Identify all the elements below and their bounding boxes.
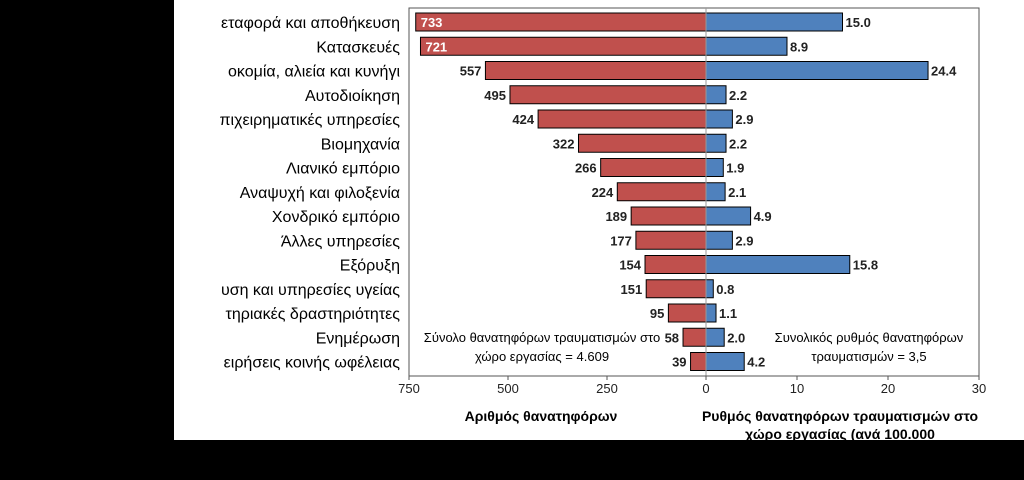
right-bar xyxy=(705,182,726,202)
left-value-label: 322 xyxy=(553,136,575,151)
left-bar xyxy=(419,36,707,56)
left-axis-title: Αριθμός θανατηφόρων xyxy=(464,408,618,424)
left-bar xyxy=(415,12,707,32)
left-bar xyxy=(484,61,707,80)
left-value-label: 721 xyxy=(425,39,447,54)
category-label: Ενημέρωση xyxy=(316,330,400,347)
left-value-label: 151 xyxy=(621,282,643,297)
right-value-label: 2.2 xyxy=(729,88,747,103)
category-label: Χονδρικό εμπόριο xyxy=(272,209,400,226)
left-bar xyxy=(537,109,707,129)
left-tick-label: 0 xyxy=(702,381,709,396)
right-bar xyxy=(705,109,733,129)
left-tick-label: 500 xyxy=(497,381,519,396)
right-bar xyxy=(705,352,745,371)
left-bar xyxy=(600,158,707,177)
right-value-label: 4.2 xyxy=(747,355,765,370)
left-bar xyxy=(644,255,707,274)
category-label: Εξόρυξη xyxy=(340,258,400,275)
right-value-label: 2.9 xyxy=(735,112,753,127)
left-value-label: 189 xyxy=(605,209,627,224)
right-value-label: 0.8 xyxy=(716,282,734,297)
left-value-label: 58 xyxy=(665,330,679,345)
right-value-label: 15.8 xyxy=(853,258,878,273)
category-label: Αυτοδιοίκηση xyxy=(305,88,400,105)
right-value-label: 2.9 xyxy=(735,233,753,248)
category-label: εταφορά και αποθήκευση xyxy=(221,15,400,32)
category-label: υση και υπηρεσίες υγείας xyxy=(221,282,400,299)
left-value-label: 424 xyxy=(512,112,534,127)
right-bar xyxy=(705,133,727,153)
right-tick-label: 30 xyxy=(972,381,986,396)
left-bar xyxy=(616,182,707,202)
left-value-label: 733 xyxy=(421,15,443,30)
left-bar xyxy=(635,230,707,250)
left-tick-label: 250 xyxy=(596,381,618,396)
category-label: Κατασκευές xyxy=(316,39,400,56)
right-bar xyxy=(705,303,717,323)
left-bar xyxy=(690,352,707,371)
right-value-label: 2.2 xyxy=(729,136,747,151)
category-label: πιχειρηματικές υπηρεσίες xyxy=(219,112,400,129)
right-value-label: 24.4 xyxy=(931,64,957,79)
left-value-label: 557 xyxy=(460,64,482,79)
overall-rate-annotation: Συνολικός ρυθμός θανατηφόρων τραυματισμώ… xyxy=(774,330,964,364)
category-label: Λιανικό εμπόριο xyxy=(286,161,400,178)
category-label: οκομία, αλιεία και κυνήγι xyxy=(228,64,400,81)
right-value-label: 15.0 xyxy=(846,15,871,30)
left-value-label: 224 xyxy=(592,185,614,200)
right-bar xyxy=(705,230,733,250)
right-value-label: 8.9 xyxy=(790,39,808,54)
right-bar xyxy=(705,327,725,347)
right-axis-title: Ρυθμός θανατηφόρων τραυματισμών στο χώρο… xyxy=(701,408,979,440)
right-bar xyxy=(705,206,752,226)
right-bar xyxy=(705,279,714,299)
left-bar xyxy=(667,303,707,323)
right-bar xyxy=(705,12,843,32)
right-tick-label: 10 xyxy=(790,381,804,396)
right-value-label: 1.9 xyxy=(726,161,744,176)
right-value-label: 1.1 xyxy=(719,306,737,321)
left-bar xyxy=(630,206,707,226)
right-bar xyxy=(705,36,788,56)
category-label: Αναψυχή και φιλοξενία xyxy=(240,185,400,202)
right-bar xyxy=(705,85,727,105)
category-label: Βιομηχανία xyxy=(321,136,400,153)
right-value-label: 2.1 xyxy=(728,185,746,200)
chart-panel: εταφορά και αποθήκευση 733 15.0 Κατασκευές 7… xyxy=(174,0,1024,440)
left-value-label: 177 xyxy=(610,233,632,248)
category-label: Άλλες υπηρεσίες xyxy=(281,233,400,250)
right-bar xyxy=(705,255,851,274)
left-bar xyxy=(577,133,707,153)
right-value-label: 4.9 xyxy=(754,209,772,224)
left-value-label: 39 xyxy=(672,355,686,370)
left-value-label: 495 xyxy=(484,88,506,103)
right-bar xyxy=(705,158,724,177)
butterfly-bar-chart: εταφορά και αποθήκευση 733 15.0 Κατασκευές 7… xyxy=(219,7,986,396)
total-injuries-annotation: Σύνολο θανατηφόρων τραυματισμών στο χώρο… xyxy=(423,330,661,364)
left-tick-label: 750 xyxy=(398,381,420,396)
left-bar xyxy=(509,85,707,105)
left-bar xyxy=(645,279,707,299)
right-bar xyxy=(705,61,929,80)
category-label: ειρήσεις κοινής ωφέλειας xyxy=(224,355,401,372)
left-bar xyxy=(682,327,707,347)
left-value-label: 95 xyxy=(650,306,664,321)
right-value-label: 2.0 xyxy=(727,330,745,345)
category-label: τηριακές δραστηριότητες xyxy=(226,306,401,323)
right-tick-label: 20 xyxy=(881,381,895,396)
left-value-label: 266 xyxy=(575,161,597,176)
left-value-label: 154 xyxy=(619,258,641,273)
